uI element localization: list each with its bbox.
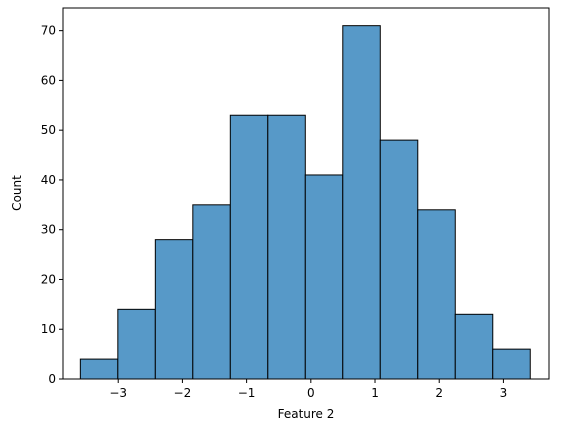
- bar: [267, 114, 306, 380]
- axes-frame: [62, 7, 550, 380]
- x-tick-label: −2: [174, 386, 192, 400]
- x-tick-label: 3: [500, 386, 508, 400]
- x-tick-label: 2: [435, 386, 443, 400]
- y-tick-label: 70: [41, 24, 56, 38]
- y-axis-label: Count: [10, 175, 24, 211]
- y-tick-label: 30: [41, 223, 56, 237]
- bar: [117, 308, 156, 380]
- y-tick-label: 20: [41, 272, 56, 286]
- x-axis-label: Feature 2: [278, 407, 335, 421]
- x-tick-label: −3: [109, 386, 127, 400]
- bar: [192, 204, 231, 380]
- bar: [154, 239, 194, 380]
- x-tick-label: −1: [238, 386, 256, 400]
- bar: [229, 114, 269, 380]
- y-tick-label: 40: [41, 173, 56, 187]
- bar: [342, 25, 381, 380]
- bar: [417, 209, 456, 380]
- bar: [79, 358, 119, 380]
- bar: [304, 174, 344, 380]
- bar: [379, 139, 419, 380]
- bar: [492, 348, 531, 380]
- x-tick-label: 1: [371, 386, 379, 400]
- y-tick-label: 60: [41, 73, 56, 87]
- bar: [454, 313, 494, 380]
- y-tick-label: 0: [48, 372, 56, 386]
- y-tick-label: 10: [41, 322, 56, 336]
- y-tick-label: 50: [41, 123, 56, 137]
- x-tick-label: 0: [307, 386, 315, 400]
